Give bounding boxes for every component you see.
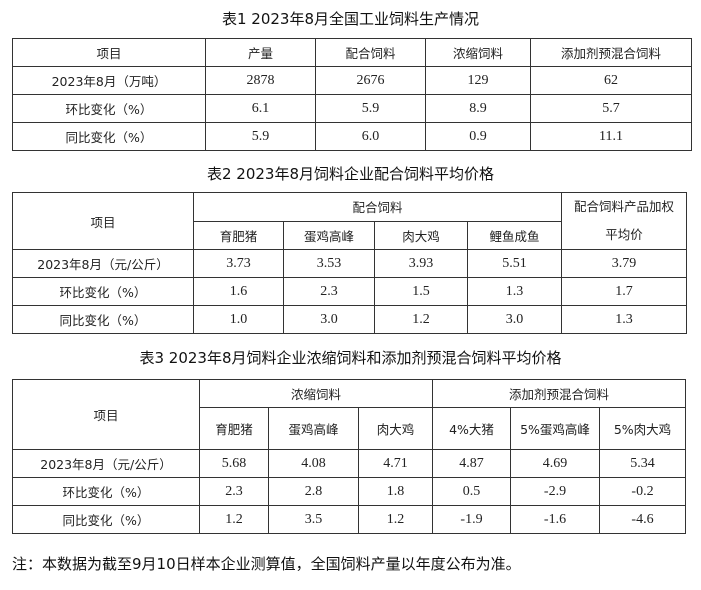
table-cell-value: 5.9 — [205, 122, 316, 151]
table2-title: 表2 2023年8月饲料企业配合饲料平均价格 — [206, 165, 495, 183]
table-cell-label: 添加剂预混合饲料 — [530, 38, 692, 67]
table3-concentrate-premix-price: 项目 浓缩饲料 添加剂预混合饲料 育肥猪 蛋鸡高峰 肉大鸡 4%大猪 5%蛋鸡高峰 5%肉… — [12, 379, 687, 534]
table-cell-value: 0.5 — [432, 477, 512, 506]
table-cell-label: 肉大鸡 — [357, 407, 434, 450]
table-cell-value: 3.73 — [193, 249, 284, 278]
table-cell-value: 62 — [530, 66, 692, 95]
weighted-header: 配合饲料产品加权 平均价 — [561, 192, 688, 250]
table-cell-label: 5%肉大鸡 — [599, 407, 687, 450]
table-cell-value: 2676 — [315, 66, 426, 95]
table-cell-value: 1.2 — [374, 305, 468, 334]
table-cell-label: 环比变化（%） — [12, 94, 206, 123]
table-cell-value: 8.9 — [425, 94, 531, 123]
table-cell-label: 环比变化（%） — [12, 477, 200, 506]
table-cell-value: 6.0 — [315, 122, 426, 151]
table-cell-label: 蛋鸡高峰 — [268, 407, 359, 450]
table-row: 同比变化（%） 1.0 3.0 1.2 3.0 1.3 — [12, 305, 688, 334]
table-cell-label: 同比变化（%） — [12, 122, 206, 151]
item-header: 项目 — [12, 379, 200, 450]
table-cell-value: 0.9 — [425, 122, 531, 151]
table-cell-value: 1.2 — [357, 505, 434, 534]
table2-compound-feed-price: 项目 配合饲料 配合饲料产品加权 平均价 育肥猪 蛋鸡高峰 肉大鸡 鲤鱼成鱼 2023年… — [12, 192, 688, 334]
table-cell-value: 1.8 — [357, 477, 434, 506]
table-cell-value: -4.6 — [599, 505, 687, 534]
table-cell-label: 环比变化（%） — [12, 277, 194, 306]
group-header-concentrate: 浓缩饲料 — [198, 379, 434, 408]
table-cell-value: -1.6 — [510, 505, 601, 534]
table-cell-value: 2.3 — [283, 277, 375, 306]
table-cell-value: 3.0 — [283, 305, 375, 334]
table-cell-value: -2.9 — [510, 477, 601, 506]
table-cell-value: 4.08 — [268, 449, 359, 478]
table-cell-value: 3.93 — [374, 249, 468, 278]
footnote: 注：本数据为截至9月10日样本企业测算值，全国饲料产量以年度公布为准。 — [12, 555, 521, 573]
weighted-header-line2: 平均价 — [605, 227, 643, 242]
table-cell-label: 肉大鸡 — [374, 220, 468, 250]
table-cell-label: 蛋鸡高峰 — [283, 220, 375, 250]
table-cell-value: 2878 — [205, 66, 316, 95]
table-row: 同比变化（%） 1.2 3.5 1.2 -1.9 -1.6 -4.6 — [12, 505, 687, 534]
table-cell-label: 产量 — [205, 38, 316, 67]
table-cell-value: 2.8 — [268, 477, 359, 506]
table-cell-label: 配合饲料 — [315, 38, 426, 67]
table-cell-label: 鲤鱼成鱼 — [466, 220, 563, 250]
table-row: 同比变化（%） 5.9 6.0 0.9 11.1 — [12, 122, 692, 151]
table-row: 环比变化（%） 2.3 2.8 1.8 0.5 -2.9 -0.2 — [12, 477, 687, 506]
table-cell-value: 129 — [425, 66, 531, 95]
table-cell-label: 4%大猪 — [432, 407, 512, 450]
table-row: 2023年8月（元/公斤） 5.68 4.08 4.71 4.87 4.69 5.34 — [12, 449, 687, 478]
table-cell-value: 5.51 — [466, 249, 563, 278]
table-cell-value: 1.5 — [374, 277, 468, 306]
table-cell-value: 2.3 — [199, 477, 269, 506]
table-cell-label: 项目 — [12, 38, 206, 67]
table-cell-label: 2023年8月（万吨） — [12, 66, 206, 95]
table-cell-label: 同比变化（%） — [12, 305, 194, 334]
table-cell-value: 3.53 — [283, 249, 375, 278]
table-row: 环比变化（%） 6.1 5.9 8.9 5.7 — [12, 94, 692, 123]
group-header-premix: 添加剂预混合饲料 — [432, 379, 687, 408]
table-cell-value: -0.2 — [599, 477, 687, 506]
table-cell-value: 11.1 — [530, 122, 692, 151]
table-cell-value: 5.7 — [530, 94, 692, 123]
table-cell-value: 1.0 — [193, 305, 284, 334]
table-cell-value: 4.69 — [510, 449, 601, 478]
group-header: 配合饲料 — [192, 192, 563, 222]
table-cell-value: 3.5 — [268, 505, 359, 534]
table-cell-value: 5.9 — [315, 94, 426, 123]
table-cell-value: 3.79 — [561, 249, 688, 278]
table-row: 环比变化（%） 1.6 2.3 1.5 1.3 1.7 — [12, 277, 688, 306]
table-cell-label: 同比变化（%） — [12, 505, 200, 534]
table-cell-value: 4.71 — [357, 449, 434, 478]
item-header: 项目 — [12, 192, 194, 250]
table-cell-value: 6.1 — [205, 94, 316, 123]
header-row: 项目 产量 配合饲料 浓缩饲料 添加剂预混合饲料 — [12, 38, 692, 67]
table-cell-value: -1.9 — [432, 505, 512, 534]
table-cell-value: 3.0 — [466, 305, 563, 334]
table-cell-value: 1.3 — [561, 305, 688, 334]
table-cell-value: 1.3 — [466, 277, 563, 306]
table-cell-label: 育肥猪 — [193, 220, 284, 250]
weighted-header-line1: 配合饲料产品加权 — [574, 199, 675, 214]
table-cell-label: 浓缩饲料 — [425, 38, 531, 67]
table3-title: 表3 2023年8月饲料企业浓缩饲料和添加剂预混合饲料平均价格 — [139, 349, 562, 367]
table-cell-value: 5.34 — [599, 449, 687, 478]
table-cell-label: 5%蛋鸡高峰 — [510, 407, 601, 450]
table-cell-value: 5.68 — [199, 449, 269, 478]
table1-production: 项目 产量 配合饲料 浓缩饲料 添加剂预混合饲料 2023年8月（万吨） 2878 2676 1… — [12, 38, 692, 151]
table-cell-label: 2023年8月（元/公斤） — [12, 449, 200, 478]
table-cell-value: 1.7 — [561, 277, 688, 306]
table-cell-label: 2023年8月（元/公斤） — [12, 249, 194, 278]
table-row: 2023年8月（万吨） 2878 2676 129 62 — [12, 66, 692, 95]
table-cell-value: 1.2 — [199, 505, 269, 534]
table-row: 2023年8月（元/公斤） 3.73 3.53 3.93 5.51 3.79 — [12, 249, 688, 278]
table-cell-label: 育肥猪 — [199, 407, 269, 450]
table1-title: 表1 2023年8月全国工业饲料生产情况 — [221, 10, 480, 28]
table-cell-value: 1.6 — [193, 277, 284, 306]
table-cell-value: 4.87 — [432, 449, 512, 478]
